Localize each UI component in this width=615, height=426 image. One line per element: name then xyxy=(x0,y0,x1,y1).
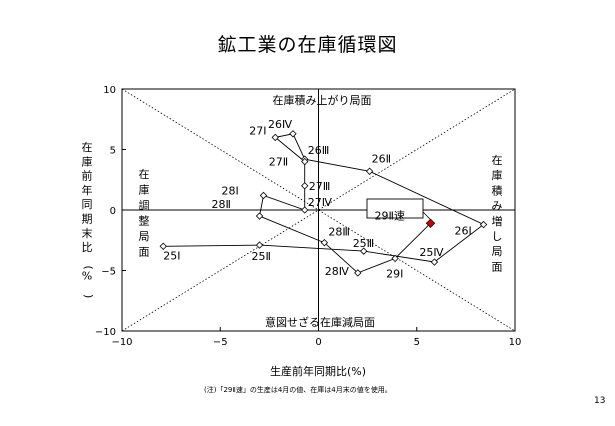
data-point xyxy=(259,191,268,200)
data-point xyxy=(271,133,279,142)
data-point xyxy=(365,167,374,175)
page-title: 鉱工業の在庫循環図 xyxy=(217,34,398,56)
data-point xyxy=(255,241,264,249)
data-point-label: 28Ⅳ xyxy=(325,265,350,278)
x-tick-label: 0 xyxy=(315,337,321,348)
y-tick-label: 5 xyxy=(110,146,116,157)
data-point-label: 28Ⅰ xyxy=(221,184,238,197)
data-point xyxy=(289,130,297,138)
x-tick-label: −5 xyxy=(213,337,228,348)
quadrant-label-top: 在庫積み上がり局面 xyxy=(273,93,372,107)
quadrant-label-right: 在庫積み増し局面 xyxy=(492,154,503,273)
footnote: (注)「29Ⅱ速」の生産は4月の値、在庫は4月末の値を使用。 xyxy=(204,386,392,394)
data-point xyxy=(354,269,362,277)
data-point xyxy=(479,220,488,229)
x-axis-label: 生産前年同期比(%) xyxy=(270,364,366,378)
data-point-label: 28Ⅱ xyxy=(212,198,231,211)
quadrant-label-left: 在庫調整局面 xyxy=(139,168,150,259)
data-point-label: 27Ⅰ xyxy=(249,124,266,137)
data-point xyxy=(301,182,309,190)
y-tick-label: 10 xyxy=(103,85,116,96)
data-point-label: 26Ⅲ xyxy=(308,144,330,157)
data-point-highlight xyxy=(425,218,436,229)
data-point-label: 26Ⅳ xyxy=(268,118,293,131)
data-point-label: 25Ⅰ xyxy=(163,249,180,262)
y-tick-label: −5 xyxy=(101,267,116,278)
data-point-label-highlight: 29Ⅱ速 xyxy=(375,209,405,222)
highlight-label-box xyxy=(366,198,424,219)
data-point xyxy=(159,242,167,250)
data-point-label: 26Ⅰ xyxy=(455,225,472,238)
data-point-label: 27Ⅱ xyxy=(269,156,288,169)
data-point xyxy=(430,258,439,266)
data-point-label: 25Ⅳ xyxy=(419,246,444,259)
data-point xyxy=(391,254,399,263)
data-point xyxy=(320,238,329,247)
data-point-label: 29Ⅰ xyxy=(386,267,403,280)
data-point-label: 25Ⅱ xyxy=(252,250,271,263)
data-point-label: 27Ⅳ xyxy=(308,196,333,209)
x-tick-label: −10 xyxy=(111,337,132,348)
data-point-label: 28Ⅲ xyxy=(328,226,350,239)
data-point xyxy=(360,247,368,255)
data-point-label: 26Ⅱ xyxy=(372,152,391,165)
data-point xyxy=(255,212,264,220)
cycle-path xyxy=(163,133,485,274)
data-point xyxy=(301,206,309,214)
x-tick-label: 5 xyxy=(414,337,420,348)
data-point-label: 25Ⅲ xyxy=(353,237,375,250)
y-axis-label: 在庫前年同期末比(%) xyxy=(82,141,95,298)
page-number: 13 xyxy=(594,396,606,406)
x-tick-label: 10 xyxy=(509,337,522,348)
data-point xyxy=(301,157,309,166)
data-point-label: 27Ⅲ xyxy=(309,180,331,193)
y-tick-label: −10 xyxy=(95,327,116,338)
highlight-leader-line xyxy=(422,211,431,220)
y-tick-label: 0 xyxy=(110,206,116,217)
quadrant-label-bottom: 意図せざる在庫減局面 xyxy=(265,315,375,329)
